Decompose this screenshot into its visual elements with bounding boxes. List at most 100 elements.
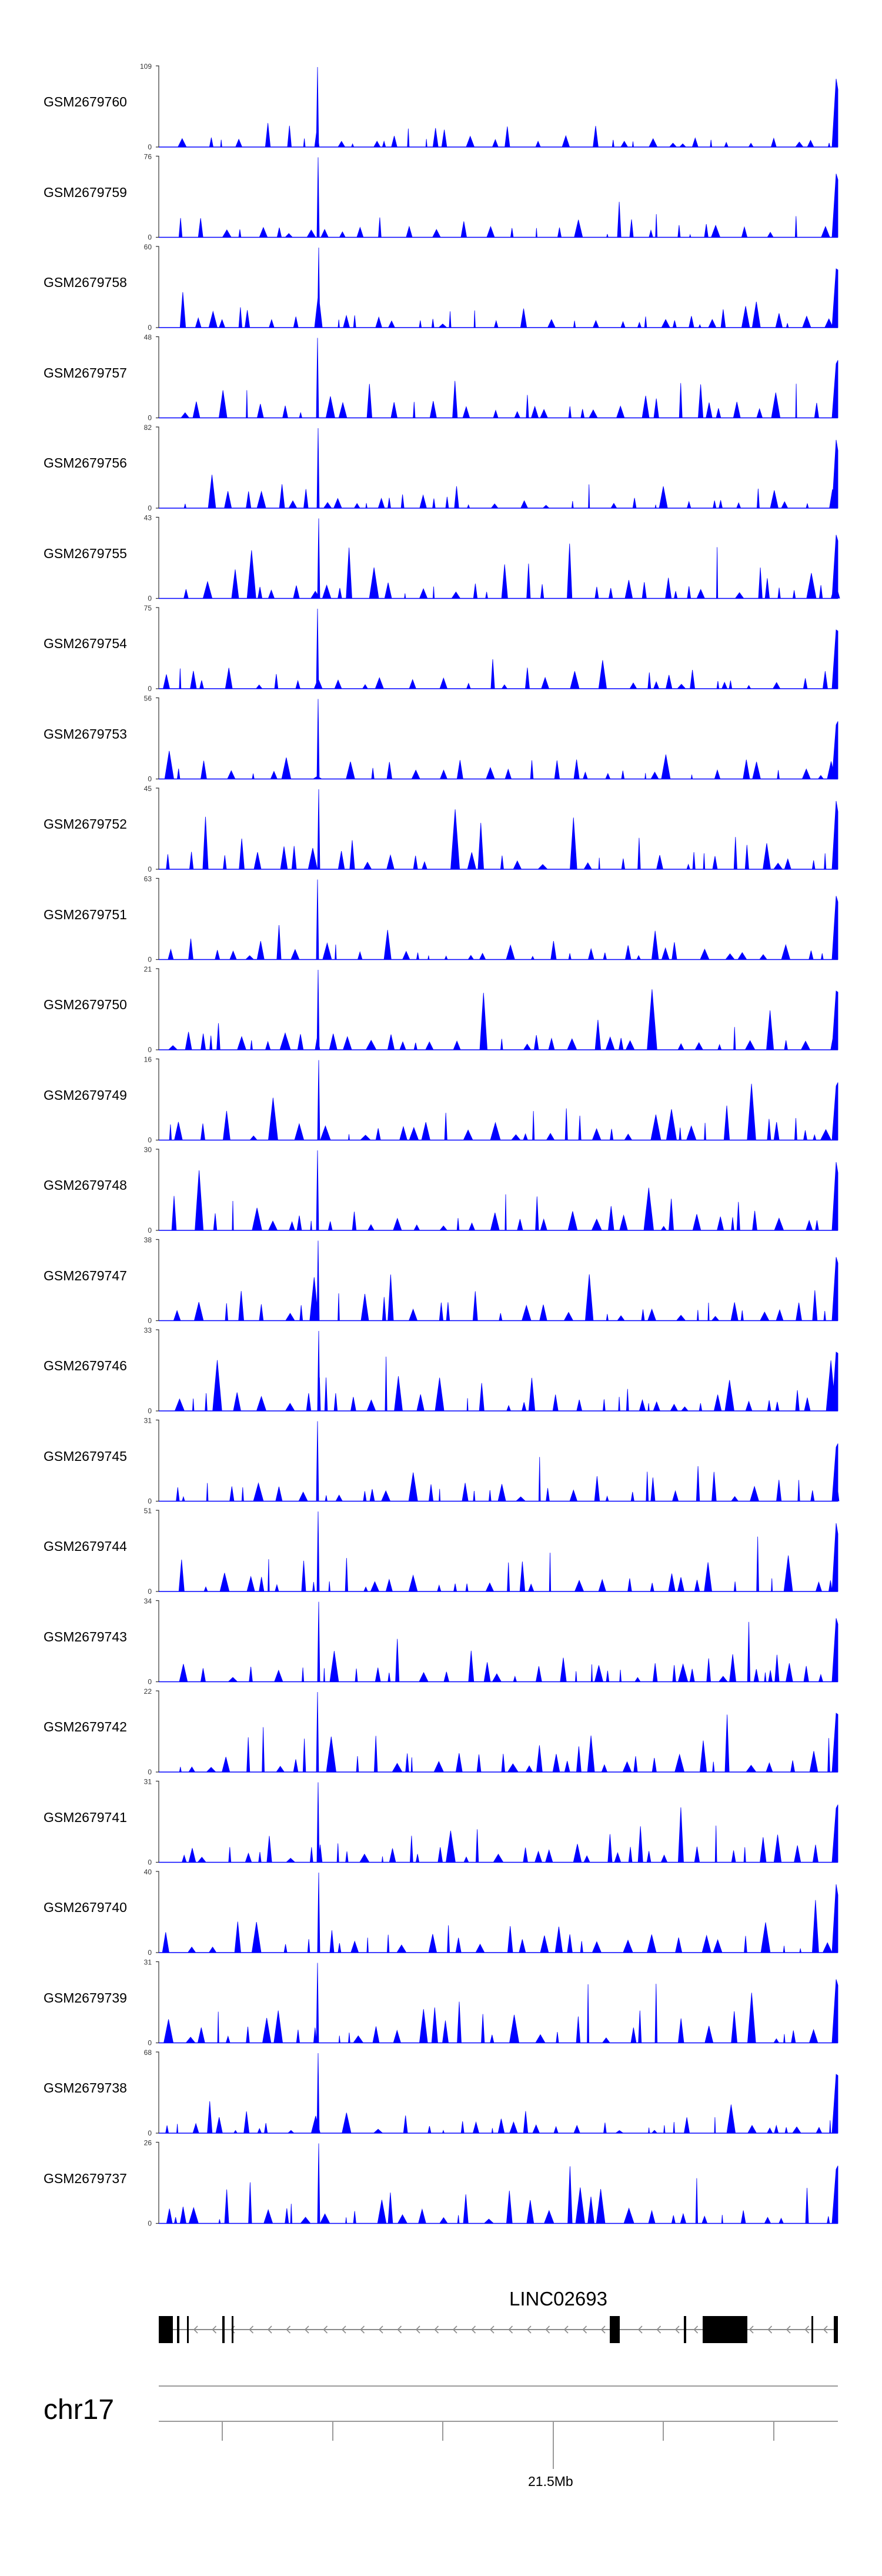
y-axis (156, 65, 159, 148)
y-max-label: 26 (144, 2139, 152, 2147)
strand-arrow (749, 2325, 754, 2334)
coverage-tracks: 1090760600480820430750560450630210160300… (140, 62, 840, 2228)
y-axis (156, 1239, 159, 1322)
coverage-area (159, 1060, 838, 1140)
track-GSM2679748: 30 0 (144, 1146, 838, 1234)
strand-arrow (508, 2325, 513, 2334)
y-min-label: 0 (148, 685, 152, 693)
strand-arrow (452, 2325, 457, 2334)
track-label: GSM2679745 (44, 1448, 127, 1464)
coverage-area (159, 247, 838, 328)
y-max-label: 45 (144, 785, 152, 793)
strand-arrow (526, 2325, 532, 2334)
coverage-area (159, 157, 838, 238)
track-label: GSM2679755 (44, 545, 127, 561)
coverage-area (159, 1150, 838, 1231)
axis-ticks (222, 2421, 774, 2469)
y-min-label: 0 (148, 1497, 152, 1506)
y-max-label: 31 (144, 1958, 152, 1967)
strand-arrow (323, 2325, 328, 2334)
track-GSM2679749: 16 0 (144, 1056, 838, 1144)
y-max-label: 31 (144, 1417, 152, 1425)
track-label: GSM2679757 (44, 365, 127, 381)
y-min-label: 0 (148, 323, 152, 332)
position-tick-label: 21.5Mb (528, 2474, 573, 2489)
y-min-label: 0 (148, 1136, 152, 1144)
genome-axis (159, 2385, 838, 2469)
y-axis (156, 1510, 159, 1592)
track-GSM2679757: 48 0 (144, 333, 838, 422)
y-min-label: 0 (148, 2220, 152, 2228)
track-label: GSM2679742 (44, 1719, 127, 1734)
coverage-area (159, 1421, 840, 1501)
y-axis (156, 1961, 159, 2044)
y-max-label: 48 (144, 333, 152, 342)
y-axis (156, 1149, 159, 1231)
y-axis (156, 607, 159, 689)
track-GSM2679742: 22 0 (144, 1687, 838, 1776)
exon (177, 2316, 179, 2343)
track-label: GSM2679746 (44, 1358, 127, 1373)
strand-arrow (249, 2325, 254, 2334)
track-GSM2679743: 34 0 (144, 1597, 838, 1686)
strand-arrow (489, 2325, 495, 2334)
track-GSM2679740: 40 0 (144, 1868, 838, 1957)
y-max-label: 31 (144, 1778, 152, 1786)
track-label: GSM2679747 (44, 1267, 127, 1283)
y-min-label: 0 (148, 865, 152, 873)
y-min-label: 0 (148, 1768, 152, 1776)
chromosome-label: chr17 (44, 2394, 115, 2425)
coverage-area (159, 699, 838, 779)
gene-model-LINC02693 (159, 2316, 838, 2343)
coverage-area (159, 1240, 838, 1321)
track-label: GSM2679750 (44, 997, 127, 1012)
strand-arrow (600, 2325, 606, 2334)
track-GSM2679739: 31 0 (144, 1958, 838, 2047)
track-GSM2679752: 45 0 (144, 785, 838, 873)
strand-arrow (415, 2325, 420, 2334)
track-label: GSM2679753 (44, 726, 127, 742)
strand-arrow (267, 2325, 272, 2334)
coverage-area (159, 338, 838, 418)
strand-arrow (693, 2325, 699, 2334)
track-label: GSM2679741 (44, 1809, 127, 1825)
y-min-label: 0 (148, 956, 152, 964)
exon (703, 2316, 747, 2343)
track-GSM2679744: 51 0 (144, 1507, 838, 1596)
strand-arrow (286, 2325, 291, 2334)
strand-arrow (360, 2325, 365, 2334)
strand-arrow (378, 2325, 383, 2334)
strand-arrow (212, 2325, 217, 2334)
y-max-label: 51 (144, 1507, 152, 1515)
track-GSM2679746: 33 0 (144, 1326, 838, 1415)
track-label: GSM2679759 (44, 184, 127, 200)
y-axis (156, 2141, 159, 2224)
strand-arrow (656, 2325, 662, 2334)
exon (684, 2316, 686, 2343)
y-min-label: 0 (148, 1678, 152, 1686)
strand-arrow (341, 2325, 346, 2334)
y-min-label: 0 (148, 775, 152, 783)
strand-arrow (397, 2325, 402, 2334)
strand-arrow (545, 2325, 550, 2334)
y-axis (156, 697, 159, 780)
coverage-area (159, 66, 838, 148)
track-label: GSM2679748 (44, 1177, 127, 1193)
coverage-area (159, 879, 838, 960)
y-axis (156, 1419, 159, 1502)
y-max-label: 43 (144, 514, 152, 522)
track-label: GSM2679740 (44, 1900, 127, 1915)
y-axis (156, 155, 159, 238)
strand-arrows (193, 2325, 828, 2334)
track-GSM2679750: 21 0 (144, 965, 838, 1054)
gene-label: LINC02693 (509, 2288, 607, 2310)
coverage-area (159, 1963, 838, 2043)
strand-arrow (674, 2325, 680, 2334)
y-max-label: 40 (144, 1868, 152, 1876)
coverage-area (159, 1691, 838, 1773)
coverage-area (159, 1872, 838, 1953)
track-label: GSM2679756 (44, 455, 127, 471)
coverage-area (159, 1601, 838, 1682)
y-min-label: 0 (148, 1858, 152, 1867)
coverage-area (159, 2143, 838, 2224)
